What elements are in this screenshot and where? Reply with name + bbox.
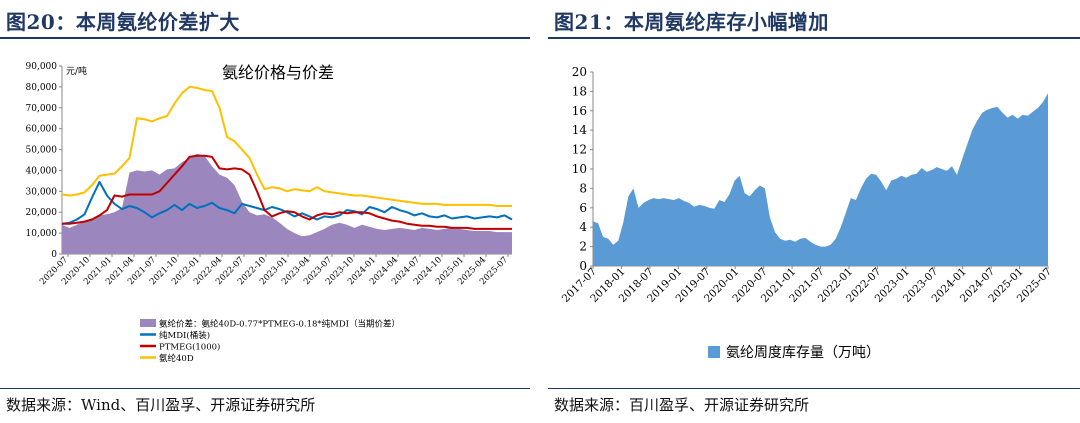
chart-title: 氨纶价格与价差 xyxy=(222,63,334,82)
legend-label: 氨纶40D xyxy=(159,353,194,364)
legend-swatch xyxy=(708,346,720,358)
figure-title: 图20：本周氨纶价差扩大 xyxy=(6,10,240,34)
y-tick-label: 90,000 xyxy=(26,62,58,72)
y-tick-label: 40,000 xyxy=(26,166,58,176)
source-note: 数据来源：Wind、百川盈孚、开源证券研究所 xyxy=(6,396,316,414)
y-tick-label: 18 xyxy=(572,84,587,98)
y-tick-label: 60,000 xyxy=(26,125,58,135)
right-panel: 图21：本周氨纶库存小幅增加 0 2 4 6 8 10 12 14 16 18 20 2017-07… xyxy=(548,0,1080,423)
y-tick-label: 16 xyxy=(572,104,587,118)
y-tick-label: 50,000 xyxy=(26,146,58,156)
inventory-area-series xyxy=(593,93,1048,266)
y-tick-label: 8 xyxy=(579,181,587,195)
series-line-3 xyxy=(61,85,512,207)
y-tick-label: 30,000 xyxy=(26,187,58,197)
left-panel: 图20：本周氨纶价差扩大 0 10,000 20,000 30,000 40,000 50… xyxy=(0,0,530,423)
figure-title: 图21：本周氨纶库存小幅增加 xyxy=(554,10,829,34)
legend-label: PTMEG(1000) xyxy=(159,342,220,353)
y-tick-label: 0 xyxy=(51,250,57,260)
y-tick-label: 6 xyxy=(579,201,587,215)
spread-area-series xyxy=(62,153,512,254)
title-rule xyxy=(548,37,1080,39)
y-tick-label: 14 xyxy=(572,123,588,137)
y-tick-label: 10 xyxy=(572,162,587,176)
y-tick-label: 2 xyxy=(579,240,587,254)
y-tick-label: 20,000 xyxy=(26,208,58,218)
y-tick-label: 4 xyxy=(579,220,587,234)
series-line-2 xyxy=(62,154,512,230)
title-rule xyxy=(0,37,530,39)
footer-rule xyxy=(548,388,1080,389)
price-spread-chart: 0 10,000 20,000 30,000 40,000 50,000 60,000 70,… xyxy=(26,62,513,364)
y-tick-label: 70,000 xyxy=(26,104,58,114)
y-tick-label: 20 xyxy=(572,65,587,79)
legend-label: 氨纶价差：氨纶40D-0.77*PTMEG-0.18*纯MDI（当期价差） xyxy=(159,319,400,330)
legend-label: 氨纶周度库存量（万吨） xyxy=(726,345,880,361)
y-tick-label: 0 xyxy=(579,259,587,273)
footer-rule xyxy=(0,388,530,389)
legend-label: 纯MDI(桶装) xyxy=(159,330,210,341)
source-note: 数据来源：百川盈孚、开源证券研究所 xyxy=(554,396,810,414)
y-tick-label: 80,000 xyxy=(26,83,58,93)
y-tick-label: 10,000 xyxy=(26,229,58,239)
y-axis-unit: 元/吨 xyxy=(66,65,87,77)
y-tick-label: 12 xyxy=(572,143,587,157)
legend-swatch xyxy=(140,319,156,327)
